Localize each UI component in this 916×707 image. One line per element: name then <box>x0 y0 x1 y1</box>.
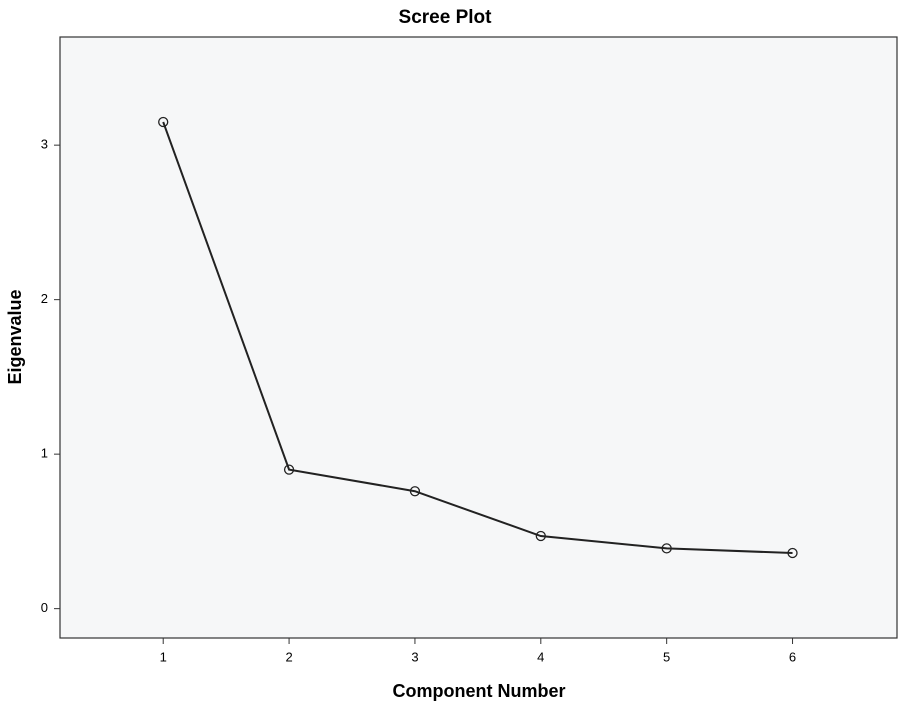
point <box>787 547 798 559</box>
y-tick-label: 2 <box>41 291 48 306</box>
x-tick-label: 5 <box>663 649 670 664</box>
chart-title: Scree Plot <box>399 7 493 28</box>
x-tick-label: 1 <box>160 649 167 664</box>
point <box>661 543 672 554</box>
y-tick-label: 1 <box>41 446 48 461</box>
line <box>162 121 793 555</box>
point <box>283 464 295 475</box>
x-tick-label: 6 <box>789 649 796 664</box>
x-axis-label: Component Number <box>393 681 566 701</box>
y-tick-label: 3 <box>41 137 48 152</box>
y-tick-label: 0 <box>41 600 48 615</box>
x-tick-label: 4 <box>537 649 544 664</box>
x-tick-label: 3 <box>411 649 418 664</box>
point <box>535 530 546 542</box>
y-axis-label: Eigenvalue <box>5 289 25 384</box>
plot-area <box>59 36 898 639</box>
point <box>409 486 421 497</box>
point <box>158 116 169 128</box>
x-tick-label: 2 <box>285 649 292 664</box>
